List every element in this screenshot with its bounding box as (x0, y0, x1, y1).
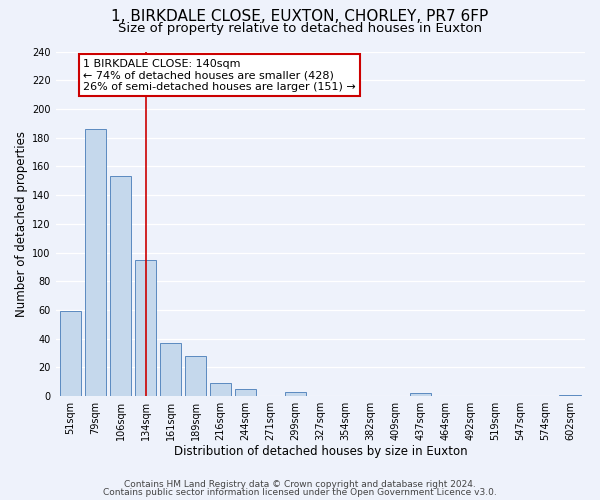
Bar (210, 383, 231, 396)
Text: Size of property relative to detached houses in Euxton: Size of property relative to detached ho… (118, 22, 482, 35)
Bar (285, 392, 306, 396)
Y-axis label: Number of detached properties: Number of detached properties (15, 131, 28, 317)
Bar (235, 389, 256, 396)
Bar (85, 129, 106, 396)
Bar (135, 260, 156, 396)
Text: Contains HM Land Registry data © Crown copyright and database right 2024.: Contains HM Land Registry data © Crown c… (124, 480, 476, 489)
X-axis label: Distribution of detached houses by size in Euxton: Distribution of detached houses by size … (173, 444, 467, 458)
Bar (559, 394, 581, 396)
Text: Contains public sector information licensed under the Open Government Licence v3: Contains public sector information licen… (103, 488, 497, 497)
Text: 1 BIRKDALE CLOSE: 140sqm
← 74% of detached houses are smaller (428)
26% of semi-: 1 BIRKDALE CLOSE: 140sqm ← 74% of detach… (83, 58, 356, 92)
Bar (160, 343, 181, 396)
Bar (410, 393, 431, 396)
Bar (185, 356, 206, 396)
Bar (110, 176, 131, 396)
Bar (60, 312, 81, 396)
Text: 1, BIRKDALE CLOSE, EUXTON, CHORLEY, PR7 6FP: 1, BIRKDALE CLOSE, EUXTON, CHORLEY, PR7 … (112, 9, 488, 24)
